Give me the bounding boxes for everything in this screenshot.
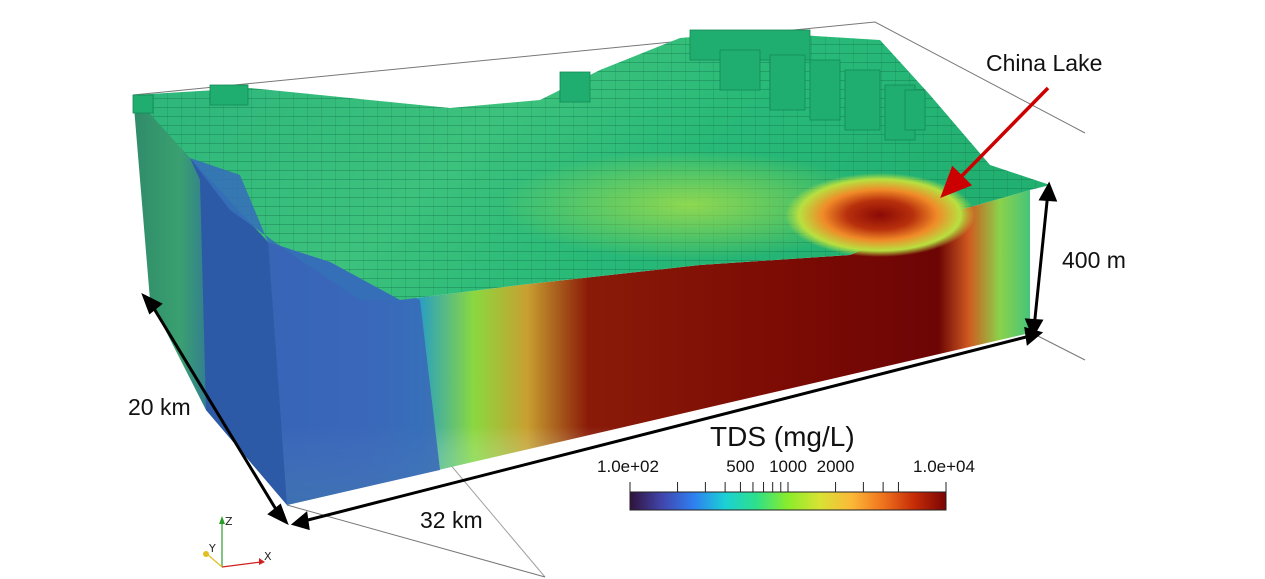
axis-z-label: Z: [225, 515, 233, 528]
colorbar-tick-label: 1.0e+02: [597, 457, 659, 476]
axis-y-label: Y: [208, 542, 216, 555]
length-dimension-label: 32 km: [420, 507, 483, 533]
colorbar-tick-label: 2000: [816, 457, 855, 476]
terrain-blocks: [132, 29, 926, 141]
dimension-arrows: [141, 181, 1058, 531]
china-lake-pointer-arrow: [940, 86, 1050, 198]
china-lake-label: China Lake: [986, 50, 1103, 76]
width-dimension-label: 20 km: [128, 394, 191, 420]
axes-orientation-triad: Z Y X: [203, 515, 272, 568]
axis-x-label: X: [264, 550, 272, 563]
colorbar-gradient: [629, 491, 947, 511]
colorbar-tick-label: 1.0e+04: [913, 457, 975, 476]
height-dimension-label: 400 m: [1062, 247, 1126, 273]
colorbar-title: TDS (mg/L): [710, 421, 855, 452]
colorbar-tick-label: 500: [726, 457, 755, 476]
colorbar-tick-label: 1000: [769, 457, 807, 476]
